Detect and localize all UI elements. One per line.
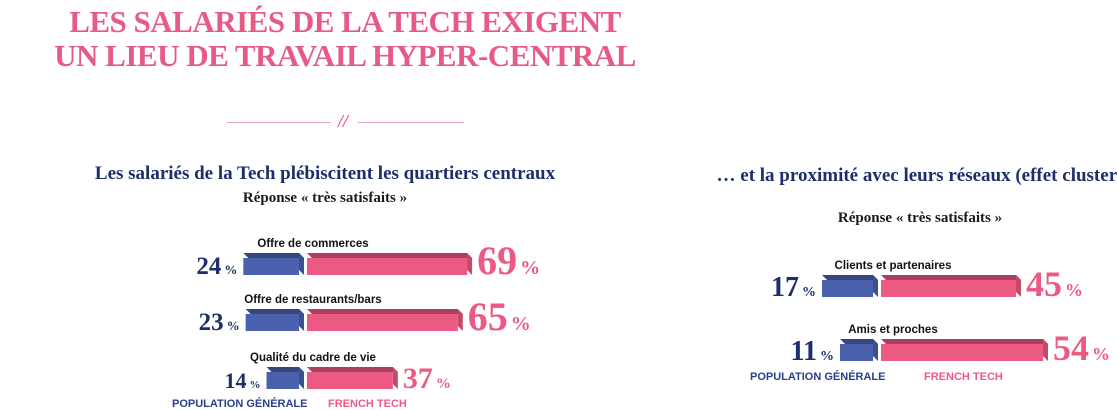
data-label-population: 11% — [791, 336, 834, 367]
right-chart-title: … et la proximité avec leurs réseaux (ef… — [716, 165, 1117, 186]
category-label: Offre de commerces — [257, 238, 368, 250]
category-label: Offre de restaurants/bars — [244, 294, 381, 306]
double-slash-icon: // — [338, 111, 349, 131]
data-label-french-tech: 69% — [477, 238, 540, 283]
data-label-population: 24% — [196, 253, 237, 280]
right-chart: Clients et partenaires 17% 45 % Amis et proc… — [771, 260, 1110, 368]
category-label: Clients et partenaires — [835, 260, 952, 272]
legend-left-population: POPULATION GÉNÉRALE — [172, 398, 308, 410]
data-label-population: 14% — [225, 368, 261, 393]
bar-population — [266, 367, 304, 389]
data-label-french-tech: 54% — [1053, 328, 1110, 368]
data-label-population: 17% — [771, 272, 816, 303]
bar-population — [822, 275, 878, 297]
page-title-line-1: LES SALARIÉS DE LA TECH EXIGENT — [69, 4, 621, 39]
legend-right-french-tech: FRENCH TECH — [924, 371, 1003, 383]
left-chart-subtitle: Réponse « très satisfaits » — [242, 190, 408, 206]
bar-population — [840, 339, 878, 361]
bar-french-tech — [307, 309, 463, 331]
left-chart-title: Les salariés de la Tech plébiscitent les… — [94, 163, 556, 184]
legend-left-french-tech: FRENCH TECH — [328, 398, 407, 410]
bar-french-tech — [307, 367, 398, 389]
data-label-french-tech: 37% — [403, 362, 451, 395]
category-label: Amis et proches — [848, 324, 937, 336]
data-label-french-tech: 65% — [468, 294, 531, 339]
right-chart-subtitle: Réponse « très satisfaits » — [837, 210, 1003, 226]
bar-population — [245, 309, 304, 331]
bar-french-tech — [881, 339, 1048, 361]
divider-right — [358, 122, 464, 123]
divider-left — [227, 122, 331, 123]
bar-french-tech — [307, 253, 473, 275]
bar-french-tech — [881, 275, 1021, 297]
data-label-population: 23% — [199, 309, 240, 336]
left-chart: Offre de commerces 24% 69 % Offre de restaur… — [196, 238, 540, 395]
bar-population — [243, 253, 304, 275]
data-label-french-tech: 45% — [1026, 264, 1083, 304]
page-title-line-2: UN LIEU DE TRAVAIL HYPER-CENTRAL — [54, 38, 636, 73]
legend-right-population: POPULATION GÉNÉRALE — [750, 371, 886, 383]
category-label: Qualité du cadre de vie — [250, 352, 376, 364]
